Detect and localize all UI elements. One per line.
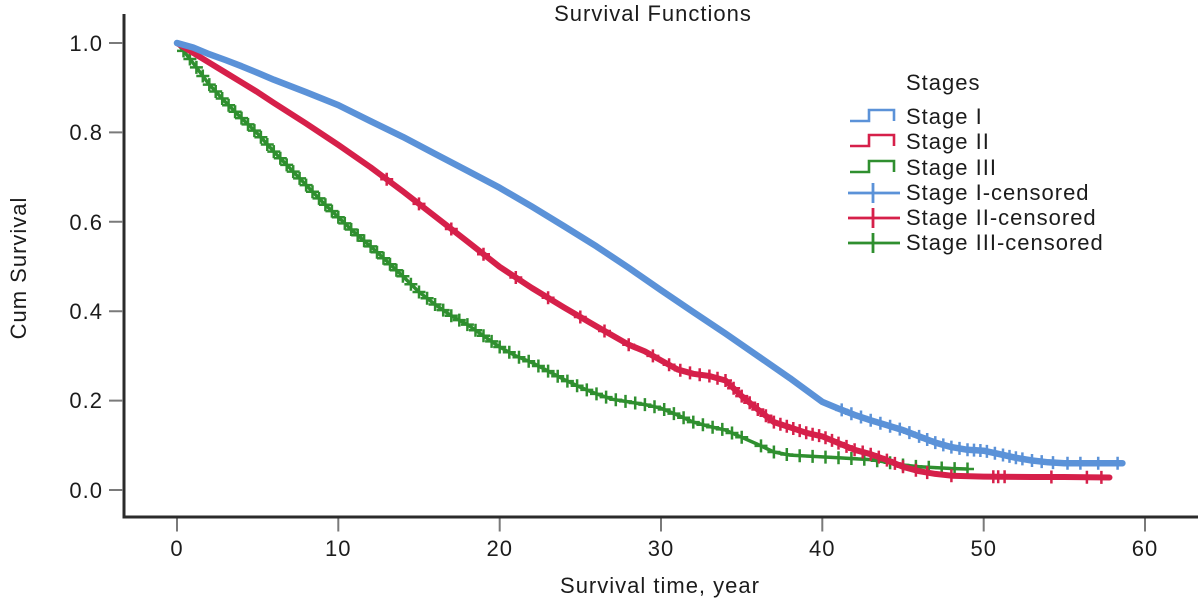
stage-ii-censored-icon	[848, 208, 900, 228]
censor-marks-stage-ii	[380, 172, 1108, 484]
x-tick-label: 30	[648, 536, 674, 561]
series-layer	[173, 39, 1126, 484]
censor-marks-stage-i	[835, 403, 1125, 470]
censor-marks-stage-iii	[177, 44, 974, 476]
y-tick-label: 0.6	[69, 210, 103, 235]
x-tick-label: 20	[486, 536, 512, 561]
legend-item-label: Stage III	[906, 155, 997, 180]
y-axis-title: Cum Survival	[6, 197, 31, 340]
stage-ii-line-icon	[850, 133, 896, 148]
y-tick-label: 0.8	[69, 120, 103, 145]
x-tick-label: 0	[170, 536, 183, 561]
x-tick-label: 60	[1132, 536, 1158, 561]
legend-item: Stage I	[850, 104, 983, 129]
legend-item-label: Stage I	[906, 104, 983, 129]
legend-item: Stage III	[850, 155, 997, 180]
legend-item-label: Stage II-censored	[906, 205, 1097, 230]
legend-item: Stage I-censored	[848, 180, 1090, 205]
legend-item-label: Stage II	[906, 129, 990, 154]
legend-item-label: Stage I-censored	[906, 180, 1090, 205]
x-tick-marks	[176, 518, 1146, 532]
x-tick-label: 50	[970, 536, 996, 561]
legend: Stages Stage I Stage II Stage III Stage …	[848, 70, 1104, 255]
y-tick-label: 1.0	[69, 31, 103, 56]
x-axis-title: Survival time, year	[560, 573, 760, 598]
legend-item: Stage III-censored	[848, 230, 1104, 255]
series-line-stage-iii	[175, 41, 970, 471]
legend-item: Stage II	[850, 129, 990, 154]
stage-i-censored-icon	[848, 183, 900, 203]
legend-title: Stages	[906, 70, 981, 95]
y-tick-label: 0.4	[69, 299, 103, 324]
x-tick-label: 40	[809, 536, 835, 561]
legend-item: Stage II-censored	[848, 205, 1097, 230]
stage-iii-censored-icon	[848, 233, 900, 253]
stage-i-line-icon	[850, 108, 896, 123]
y-tick-label: 0.0	[69, 478, 103, 503]
legend-item-label: Stage III-censored	[906, 230, 1104, 255]
y-tick-marks	[109, 42, 123, 491]
x-tick-label: 10	[325, 536, 351, 561]
chart-title: Survival Functions	[554, 1, 752, 26]
y-tick-label: 0.2	[69, 388, 103, 413]
stage-iii-line-icon	[850, 159, 896, 174]
